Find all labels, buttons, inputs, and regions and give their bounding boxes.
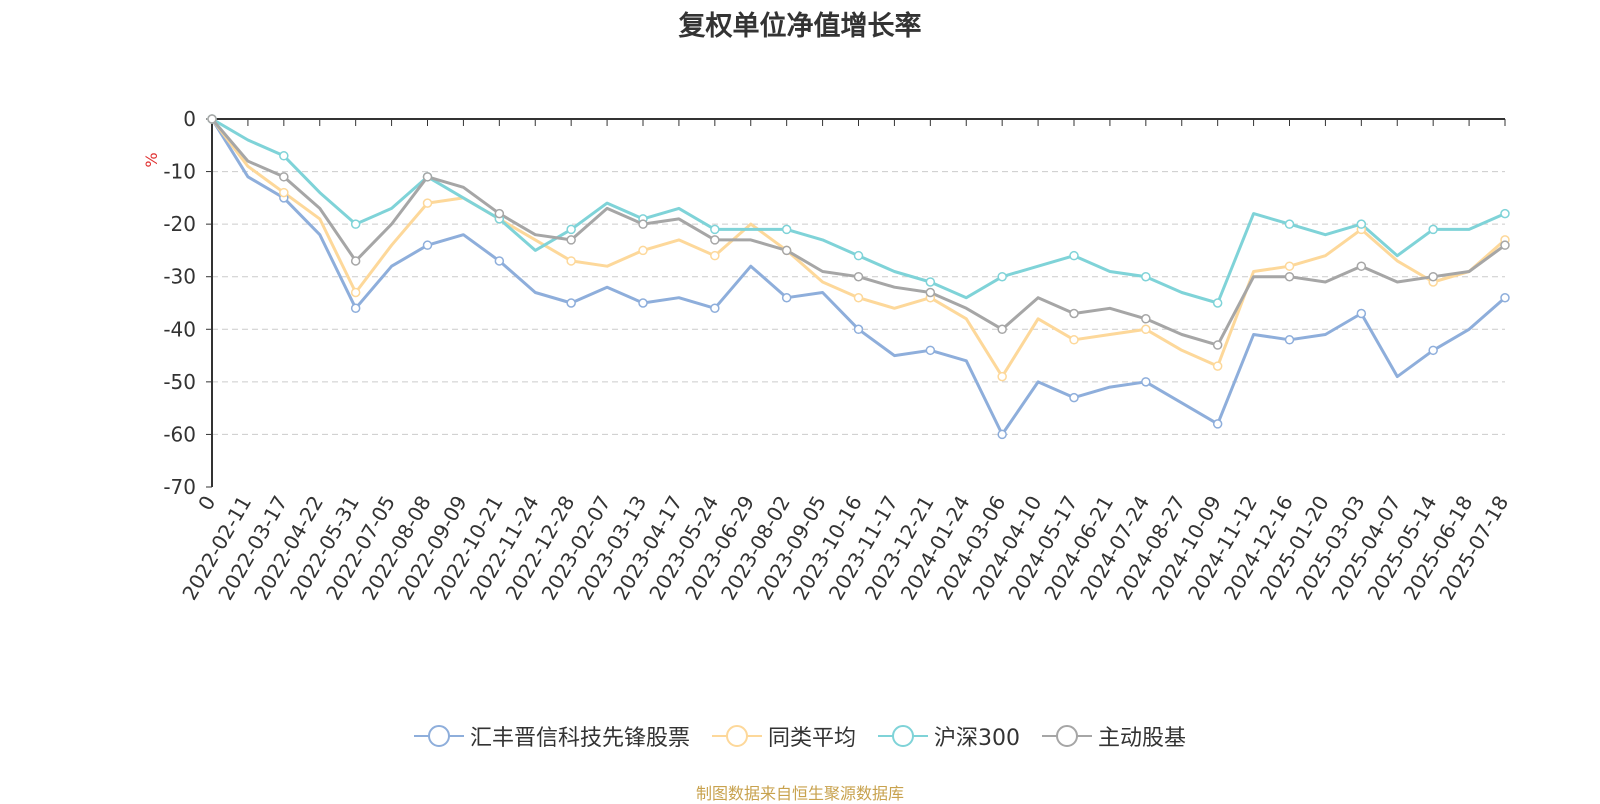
data-point <box>710 303 720 314</box>
data-point <box>279 151 289 161</box>
axes <box>206 118 1506 488</box>
data-point <box>925 345 936 356</box>
y-tick-label: -70 <box>163 475 196 499</box>
data-point <box>1284 219 1295 229</box>
data-point <box>710 224 720 235</box>
data-point <box>638 298 648 308</box>
data-point <box>710 250 720 261</box>
legend-item: 汇丰晋信科技先锋股票 <box>413 720 690 752</box>
data-point <box>1141 314 1151 324</box>
line-chart: 02022-02-112022-03-172022-04-222022-05-3… <box>142 107 1513 604</box>
data-point <box>566 298 576 308</box>
data-point <box>853 292 864 303</box>
legend: 汇丰晋信科技先锋股票 同类平均 沪深300 主动股基 <box>0 720 1600 752</box>
data-point <box>1141 324 1151 335</box>
y-tick-label: 0 <box>183 107 196 131</box>
data-point <box>853 324 864 335</box>
data-point <box>1428 345 1438 356</box>
series-line-3 <box>210 118 1506 347</box>
data-point <box>1069 392 1079 403</box>
data-point <box>1141 377 1151 387</box>
data-point <box>781 292 792 303</box>
data-point <box>1284 261 1295 271</box>
data-point <box>279 172 289 182</box>
data-point <box>925 287 936 298</box>
legend-marker-icon <box>711 725 762 747</box>
data-point <box>997 371 1007 382</box>
data-point <box>422 172 433 182</box>
data-point <box>997 429 1007 440</box>
legend-label: 主动股基 <box>1098 726 1187 751</box>
data-point <box>350 287 361 298</box>
legend-label: 汇丰晋信科技先锋股票 <box>469 726 690 751</box>
x-tick-labels: 02022-02-112022-03-172022-04-222022-05-3… <box>177 491 1513 604</box>
data-point <box>1069 335 1079 345</box>
data-point <box>350 256 361 266</box>
data-point <box>1428 271 1438 282</box>
series-lines <box>207 114 1510 440</box>
data-point <box>853 271 864 282</box>
legend-label: 同类平均 <box>767 726 856 751</box>
chart-title: 复权单位净值增长率 <box>678 11 922 42</box>
data-point <box>350 303 361 314</box>
data-point <box>638 219 648 229</box>
data-point <box>350 219 361 229</box>
grid-lines <box>212 171 1505 435</box>
data-point <box>1212 298 1223 308</box>
data-point <box>1069 250 1079 261</box>
data-point <box>494 256 505 266</box>
legend-marker-icon <box>878 725 928 747</box>
data-point <box>1069 308 1079 319</box>
data-point <box>925 277 936 287</box>
y-tick-label: -30 <box>163 265 196 289</box>
data-point <box>638 245 648 256</box>
data-point <box>997 324 1007 335</box>
y-tick-label: -40 <box>163 317 196 341</box>
data-point <box>781 245 792 256</box>
source-note: 制图数据来自恒生聚源数据库 <box>695 784 904 803</box>
data-point <box>279 187 289 198</box>
data-point <box>1356 219 1367 229</box>
y-axis-unit: % <box>142 152 161 167</box>
data-point <box>422 198 433 208</box>
data-point <box>494 208 505 219</box>
y-tick-label: -60 <box>163 422 196 446</box>
data-point <box>1428 224 1438 235</box>
data-point <box>422 240 433 250</box>
data-point <box>997 271 1007 282</box>
data-point <box>1212 340 1223 350</box>
legend-label: 沪深300 <box>934 726 1020 751</box>
data-point <box>566 235 576 245</box>
data-point <box>710 235 720 245</box>
y-tick-label: -50 <box>163 370 196 394</box>
data-point <box>1500 208 1510 219</box>
legend-item: 同类平均 <box>711 720 856 752</box>
data-point <box>566 256 576 266</box>
y-tick-label: -20 <box>163 212 196 236</box>
data-point <box>853 250 864 261</box>
data-point <box>207 114 217 124</box>
data-point <box>1356 261 1367 271</box>
data-point <box>1212 361 1223 371</box>
data-point <box>1284 335 1295 345</box>
data-point <box>1141 271 1151 282</box>
data-point <box>1500 240 1510 250</box>
y-tick-label: -10 <box>163 160 196 184</box>
data-point <box>1356 308 1367 319</box>
x-tick-label: 0 <box>193 492 220 515</box>
legend-item: 沪深300 <box>878 720 1020 752</box>
y-tick-labels: 0 -10 -20 -30 -40 -50 -60 -70 <box>163 107 196 499</box>
legend-marker-icon <box>1042 725 1092 747</box>
data-point <box>1284 271 1295 282</box>
data-point <box>1500 292 1510 303</box>
data-point <box>1212 419 1223 429</box>
legend-item: 主动股基 <box>1042 720 1186 752</box>
legend-marker-icon <box>413 725 464 747</box>
data-point <box>781 224 792 235</box>
data-point <box>566 224 576 235</box>
